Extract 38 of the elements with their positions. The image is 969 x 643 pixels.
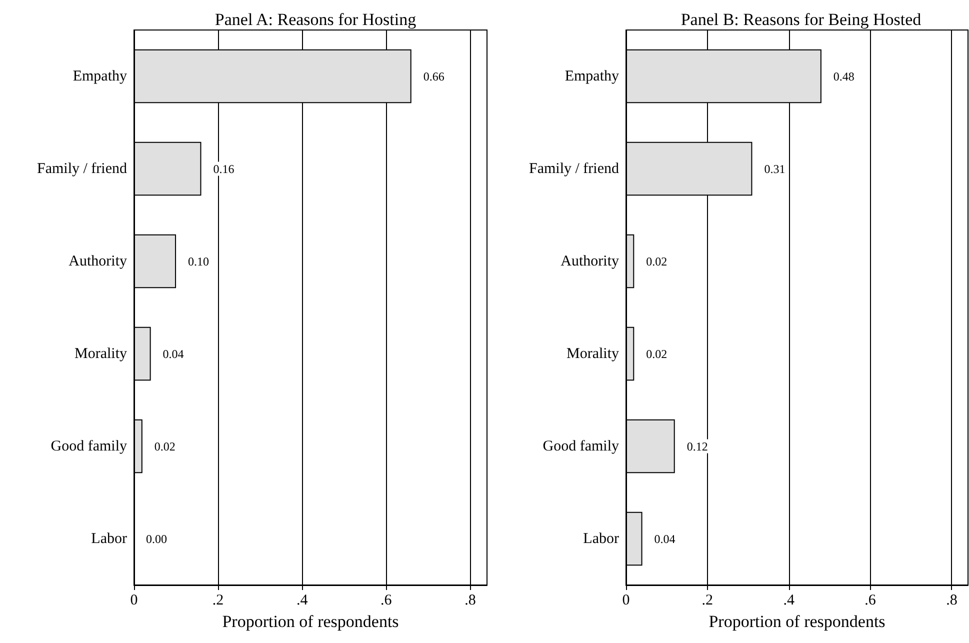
x-tick-label: .8 <box>464 592 476 608</box>
data-label: 0.16 <box>213 162 234 176</box>
data-label: 0.04 <box>162 346 184 361</box>
x-tick-label: .6 <box>380 592 392 608</box>
x-tick-label: .4 <box>296 592 308 608</box>
data-label: 0.04 <box>654 532 676 546</box>
chart-title: Panel A: Reasons for Hosting <box>214 10 417 29</box>
y-tick-label: Morality <box>566 346 620 362</box>
data-label: 0.10 <box>188 254 210 268</box>
y-tick-label: Good family <box>50 438 128 454</box>
y-tick-label: Morality <box>74 346 128 362</box>
data-label: 0.12 <box>686 439 708 454</box>
y-tick-label: Empathy <box>72 68 128 84</box>
data-label: 0.02 <box>646 254 668 268</box>
x-axis-title: Proportion of respondents <box>708 612 886 631</box>
data-label: 0.02 <box>646 346 668 361</box>
x-tick-label: .6 <box>864 592 876 608</box>
data-label: 0.48 <box>833 69 854 84</box>
x-tick-label: 0 <box>130 592 138 608</box>
y-tick-label: Family / friend <box>37 160 128 177</box>
y-tick-label: Authority <box>560 253 620 270</box>
x-tick-label: .4 <box>783 592 795 608</box>
chart-title: Panel B: Reasons for Being Hosted <box>680 10 922 29</box>
y-tick-label: Labor <box>91 530 127 547</box>
data-label: 0.31 <box>764 162 786 176</box>
data-label: 0.02 <box>154 439 176 454</box>
y-tick-label: Empathy <box>564 68 620 84</box>
y-tick-label: Labor <box>583 530 619 547</box>
x-axis-title: Proportion of respondents <box>222 612 399 631</box>
x-tick-label: .8 <box>946 592 958 608</box>
data-label: 0.66 <box>423 69 444 84</box>
x-tick-label: .2 <box>212 592 224 608</box>
data-label: 0.00 <box>146 532 167 546</box>
x-tick-label: 0 <box>622 592 630 608</box>
y-tick-label: Authority <box>68 253 128 270</box>
x-tick-label: .2 <box>702 592 714 608</box>
y-tick-label: Family / friend <box>529 160 620 177</box>
y-tick-label: Good family <box>542 438 620 454</box>
